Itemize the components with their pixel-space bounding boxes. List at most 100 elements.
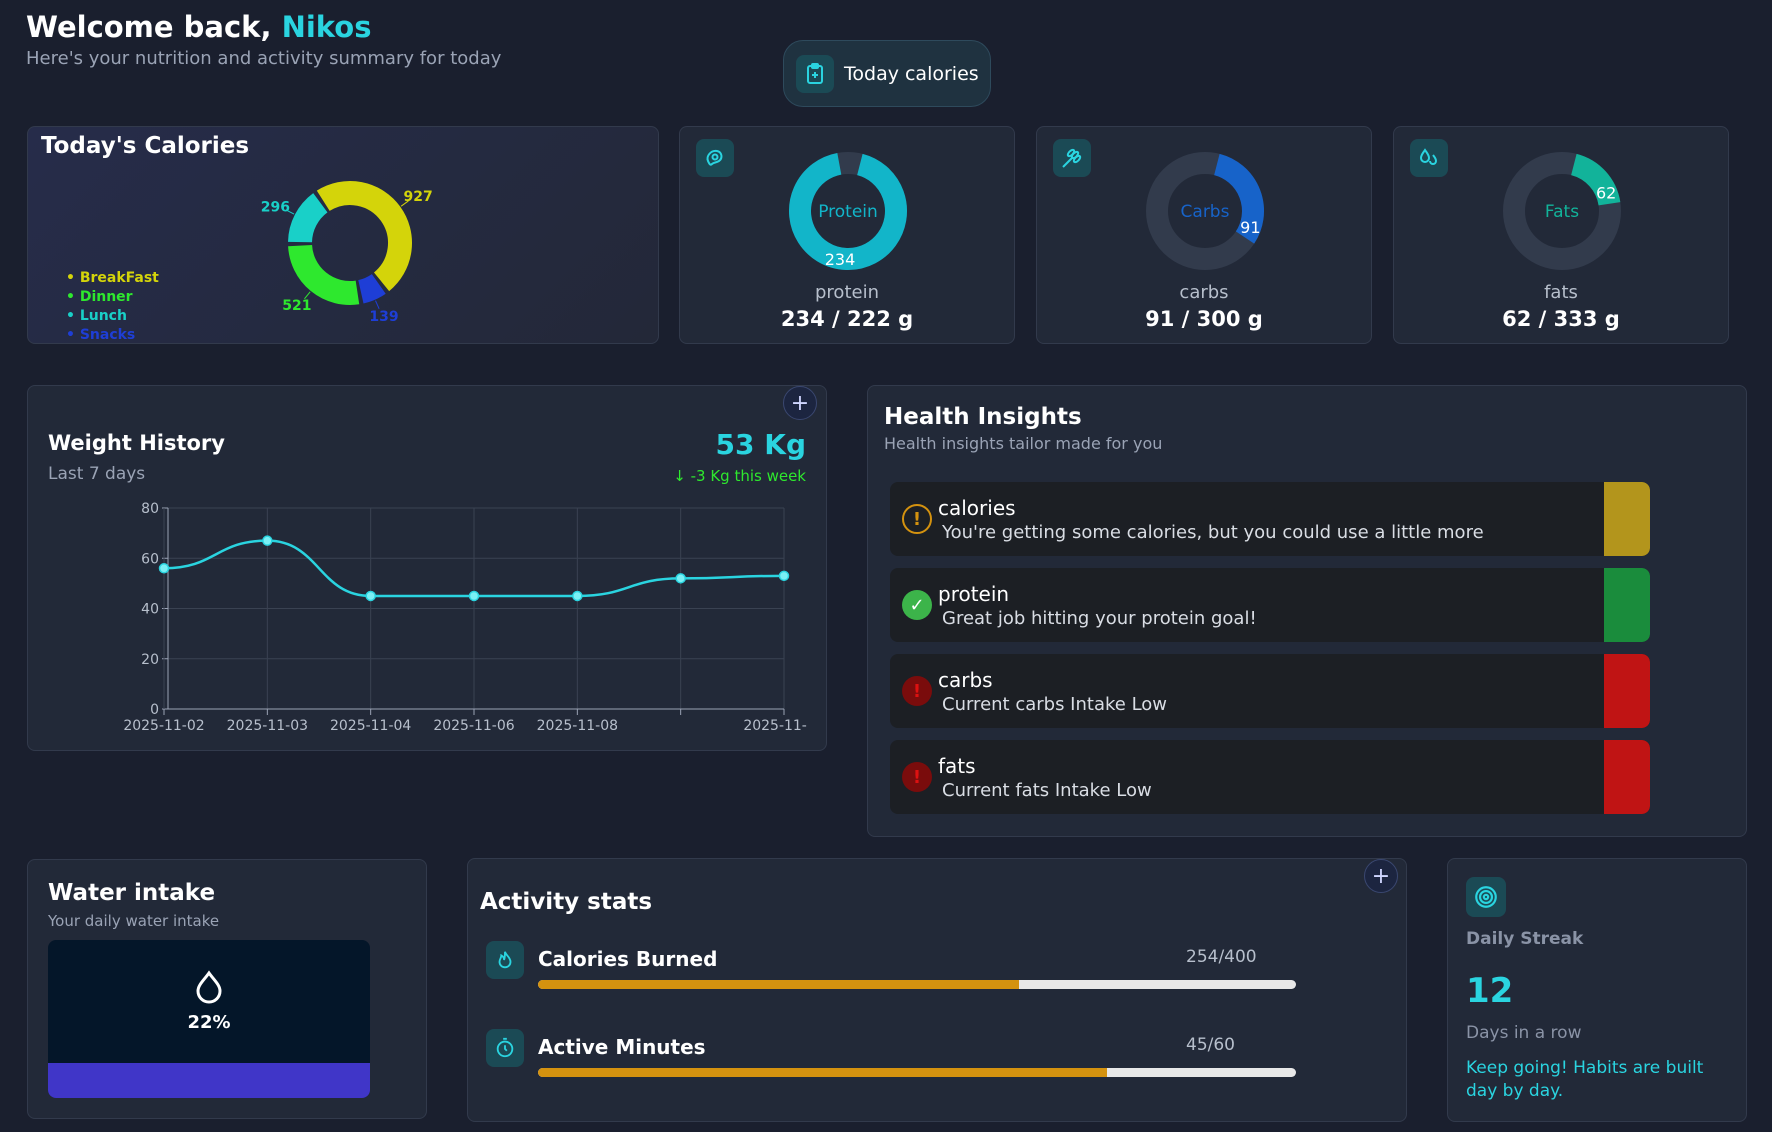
water-percent: 22%: [187, 1012, 231, 1033]
today-calories-label: Today calories: [844, 62, 979, 85]
ring-center-label: Fats: [1545, 202, 1579, 222]
ring-center-label: Protein: [818, 202, 878, 222]
donut-slice[interactable]: [316, 181, 412, 292]
donut-label-line: [285, 209, 295, 215]
streak-label: Daily Streak: [1466, 929, 1584, 949]
protein-name: protein: [815, 282, 879, 303]
y-tick-label: 80: [141, 501, 159, 517]
y-tick-label: 20: [141, 652, 159, 668]
insight-item-carbs[interactable]: ! carbs Current carbs Intake Low: [890, 654, 1650, 728]
user-name: Nikos: [281, 10, 372, 44]
insights-title: Health Insights: [884, 404, 1082, 430]
today-calories-button[interactable]: Today calories: [783, 40, 991, 107]
streak-message: Keep going! Habits are built day by day.: [1466, 1058, 1704, 1101]
carbs-card: Carbs 91 carbs 91 / 300 g: [1036, 126, 1372, 344]
weight-point[interactable]: [778, 570, 790, 582]
streak-count: 12: [1466, 971, 1514, 1011]
weight-point[interactable]: [262, 535, 273, 546]
target-icon: [1466, 877, 1506, 917]
insight-title: fats: [938, 754, 976, 778]
flame-icon: [486, 941, 524, 979]
weight-card: + Weight History Last 7 days 53 Kg ↓ -3 …: [27, 385, 827, 751]
weight-title: Weight History: [48, 431, 225, 455]
fats-name: fats: [1544, 282, 1578, 303]
insight-desc: Great job hitting your protein goal!: [942, 608, 1257, 629]
insight-item-protein[interactable]: ✓ protein Great job hitting your protein…: [890, 568, 1650, 642]
weight-change: ↓ -3 Kg this week: [673, 467, 806, 485]
x-tick-label: 2025-11-10: [743, 718, 808, 734]
donut-slice[interactable]: [288, 193, 328, 243]
drops-icon: [1410, 139, 1448, 177]
insights-card: Health Insights Health insights tailor m…: [867, 385, 1747, 837]
water-fill: [48, 1063, 370, 1098]
donut-label-line: [304, 291, 311, 300]
x-tick-label: 2025-11-06: [433, 718, 514, 734]
ring-progress: [789, 152, 907, 270]
carbs-ring: Carbs 91: [1146, 152, 1264, 270]
fats-ring: Fats 62: [1503, 152, 1621, 270]
fats-value: 62 / 333 g: [1502, 307, 1620, 331]
ring-progress: [1570, 153, 1621, 207]
insight-item-calories[interactable]: ! calories You're getting some calories,…: [890, 482, 1650, 556]
streak-card: Daily Streak 12 Days in a row Keep going…: [1447, 858, 1747, 1122]
error-icon: !: [902, 676, 932, 706]
insight-title: protein: [938, 582, 1010, 606]
weight-point[interactable]: [572, 590, 583, 602]
insight-title: carbs: [938, 668, 993, 692]
protein-ring: Protein 234: [789, 152, 907, 270]
legend-item[interactable]: • Lunch: [66, 308, 127, 324]
water-tank: 22%: [48, 940, 370, 1098]
insight-title: calories: [938, 496, 1016, 520]
add-weight-button[interactable]: +: [783, 386, 817, 420]
activity-row-calories: Calories Burned 254/400: [486, 941, 1296, 1001]
activity-label: Calories Burned: [538, 947, 718, 971]
donut-slice[interactable]: [357, 273, 386, 304]
calories-donut-chart: 927 139 521 296: [261, 181, 433, 325]
streak-unit: Days in a row: [1466, 1023, 1582, 1043]
ring-value-label: 62: [1596, 183, 1616, 202]
water-subtitle: Your daily water intake: [48, 912, 220, 930]
page-subtitle: Here's your nutrition and activity summa…: [26, 48, 502, 69]
insight-status-bar: [1604, 740, 1650, 814]
arrow-down-icon: ↓: [673, 467, 686, 485]
weight-subtitle: Last 7 days: [48, 464, 146, 484]
wheat-icon: [1053, 139, 1091, 177]
x-tick-label: 2025-11-04: [330, 718, 411, 734]
ring-track: [1503, 152, 1621, 270]
weight-point[interactable]: [365, 590, 376, 602]
weight-line-chart: 0 20 40 60 80 2025-11-02 2025-11-03 2025-11-04 2…: [123, 501, 808, 734]
activity-value: 45/60: [1186, 1035, 1235, 1055]
legend-item[interactable]: • BreakFast: [66, 270, 159, 286]
water-drop-icon: [194, 970, 224, 1008]
activity-progress-fill: [538, 980, 1020, 989]
weight-point[interactable]: [158, 563, 170, 574]
x-tick-label: 2025-11-02: [123, 718, 204, 734]
weight-point[interactable]: [675, 573, 686, 584]
calories-card-title: Today's Calories: [41, 133, 250, 159]
error-icon: !: [902, 762, 932, 792]
weight-point[interactable]: [468, 590, 480, 602]
insight-desc: You're getting some calories, but you co…: [942, 522, 1484, 543]
ring-progress: [1213, 153, 1264, 244]
clipboard-plus-icon: [796, 54, 834, 93]
water-title: Water intake: [48, 880, 216, 906]
insights-subtitle: Health insights tailor made for you: [884, 434, 1163, 453]
legend-item[interactable]: • Dinner: [66, 289, 133, 305]
legend-item[interactable]: • Snacks: [66, 327, 136, 343]
insight-status-bar: [1604, 568, 1650, 642]
donut-slice-label: 139: [369, 309, 398, 325]
insight-item-fats[interactable]: ! fats Current fats Intake Low: [890, 740, 1650, 814]
y-tick-label: 40: [141, 602, 159, 618]
carbs-name: carbs: [1179, 282, 1229, 303]
weight-change-text: -3 Kg this week: [690, 467, 806, 485]
meat-icon: [696, 139, 734, 177]
donut-label-line: [400, 200, 409, 207]
add-activity-button[interactable]: +: [1364, 859, 1398, 893]
insight-status-bar: [1604, 654, 1650, 728]
weight-current: 53 Kg: [715, 428, 806, 461]
donut-slice-label: 927: [404, 189, 433, 205]
x-tick-label: 2025-11-08: [537, 718, 618, 734]
donut-slice[interactable]: [288, 244, 360, 305]
y-tick-label: 0: [150, 702, 159, 718]
activity-progress-fill: [538, 1068, 1107, 1077]
